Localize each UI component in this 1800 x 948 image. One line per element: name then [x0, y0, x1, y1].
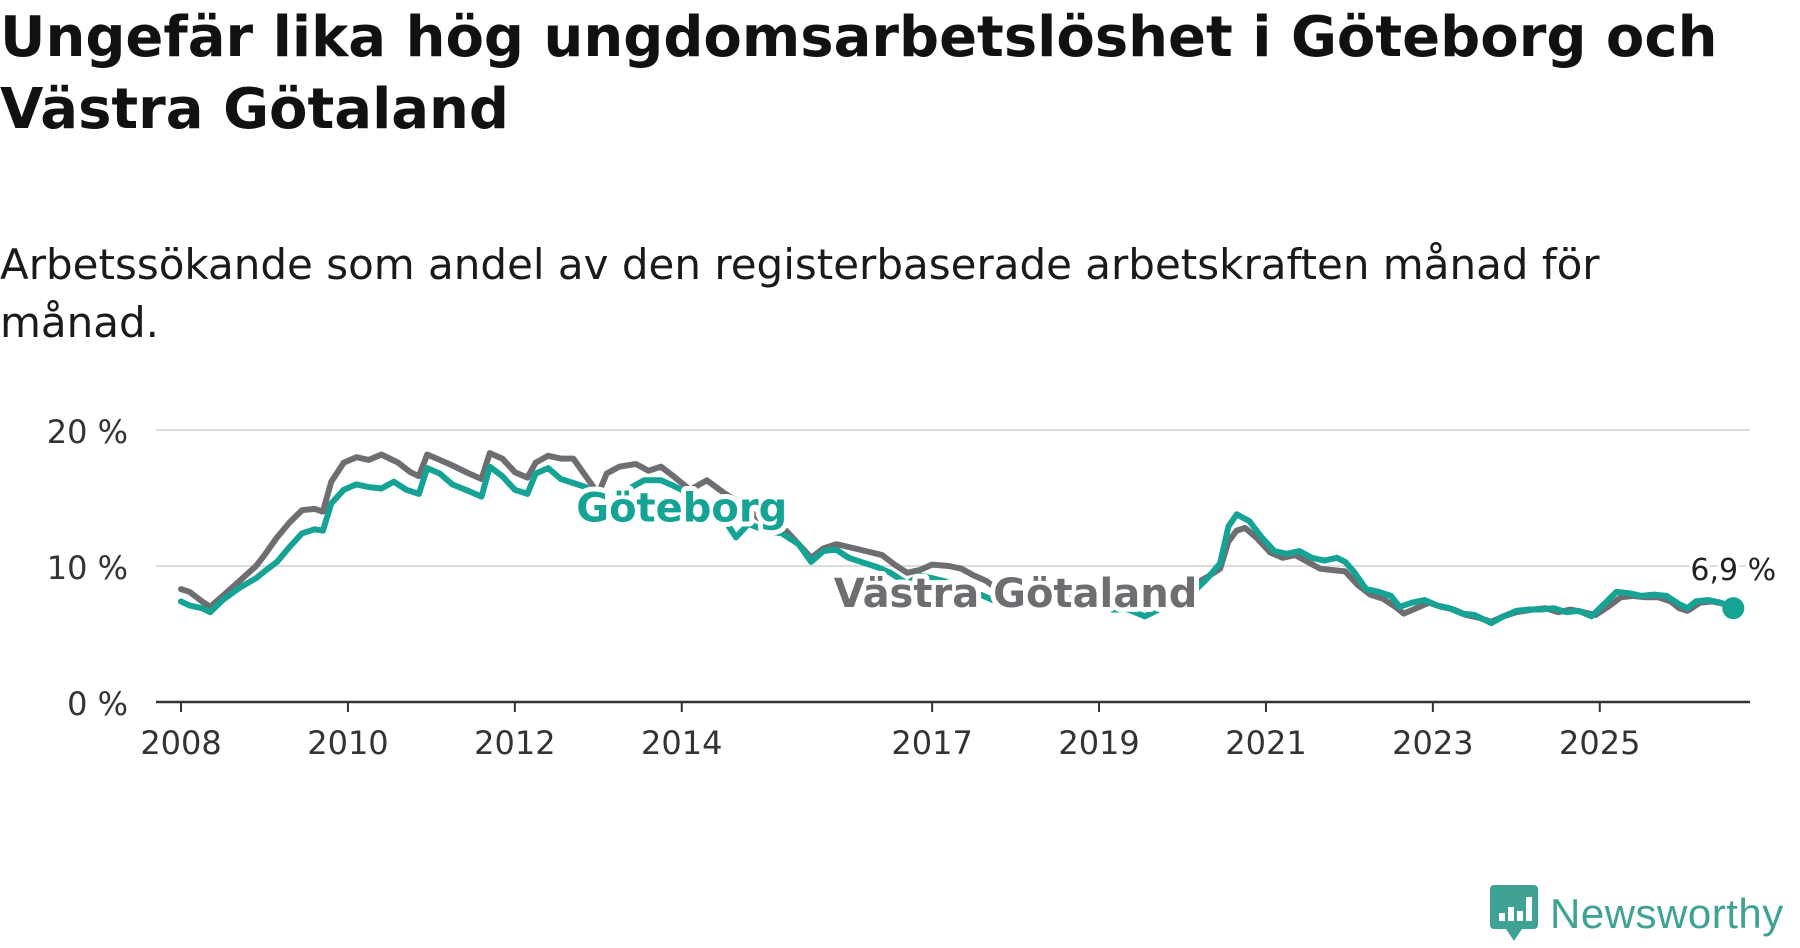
- series-line-g-teborg: [178, 463, 1737, 627]
- x-tick-label: 2017: [891, 724, 972, 762]
- brand-name: Newsworthy: [1550, 890, 1784, 937]
- endpoint-value-label: 6,9 %: [1690, 553, 1776, 588]
- y-tick-label: 10 %: [47, 549, 128, 587]
- chart-title: Ungefär lika hög ungdomsarbetslöshet i G…: [0, 5, 1718, 142]
- newsworthy-logo[interactable]: Newsworthy: [1490, 885, 1784, 943]
- series-label: Västra Götaland: [834, 571, 1198, 617]
- x-tick-label: 2023: [1392, 724, 1473, 762]
- x-tick-label: 2010: [307, 724, 388, 762]
- x-tick-label: 2008: [140, 724, 221, 762]
- x-tick-label: 2012: [474, 724, 555, 762]
- x-tick-label: 2025: [1559, 724, 1640, 762]
- x-tick-label: 2014: [641, 724, 722, 762]
- y-tick-label: 0 %: [67, 685, 128, 723]
- line-chart: 0 % 10 % 20 % 2008 2010 2012 2014 2017 2019 2021 2…: [47, 413, 1780, 762]
- endpoint-marker: [1722, 597, 1745, 620]
- x-tick-label: 2019: [1058, 724, 1139, 762]
- series-label: Göteborg: [576, 486, 787, 532]
- bar-chart-speech-bubble-icon: [1490, 885, 1538, 941]
- y-tick-label: 20 %: [47, 413, 128, 451]
- x-tick-label: 2021: [1225, 724, 1306, 762]
- chart-subtitle: Arbetssökande som andel av den registerb…: [0, 240, 1600, 347]
